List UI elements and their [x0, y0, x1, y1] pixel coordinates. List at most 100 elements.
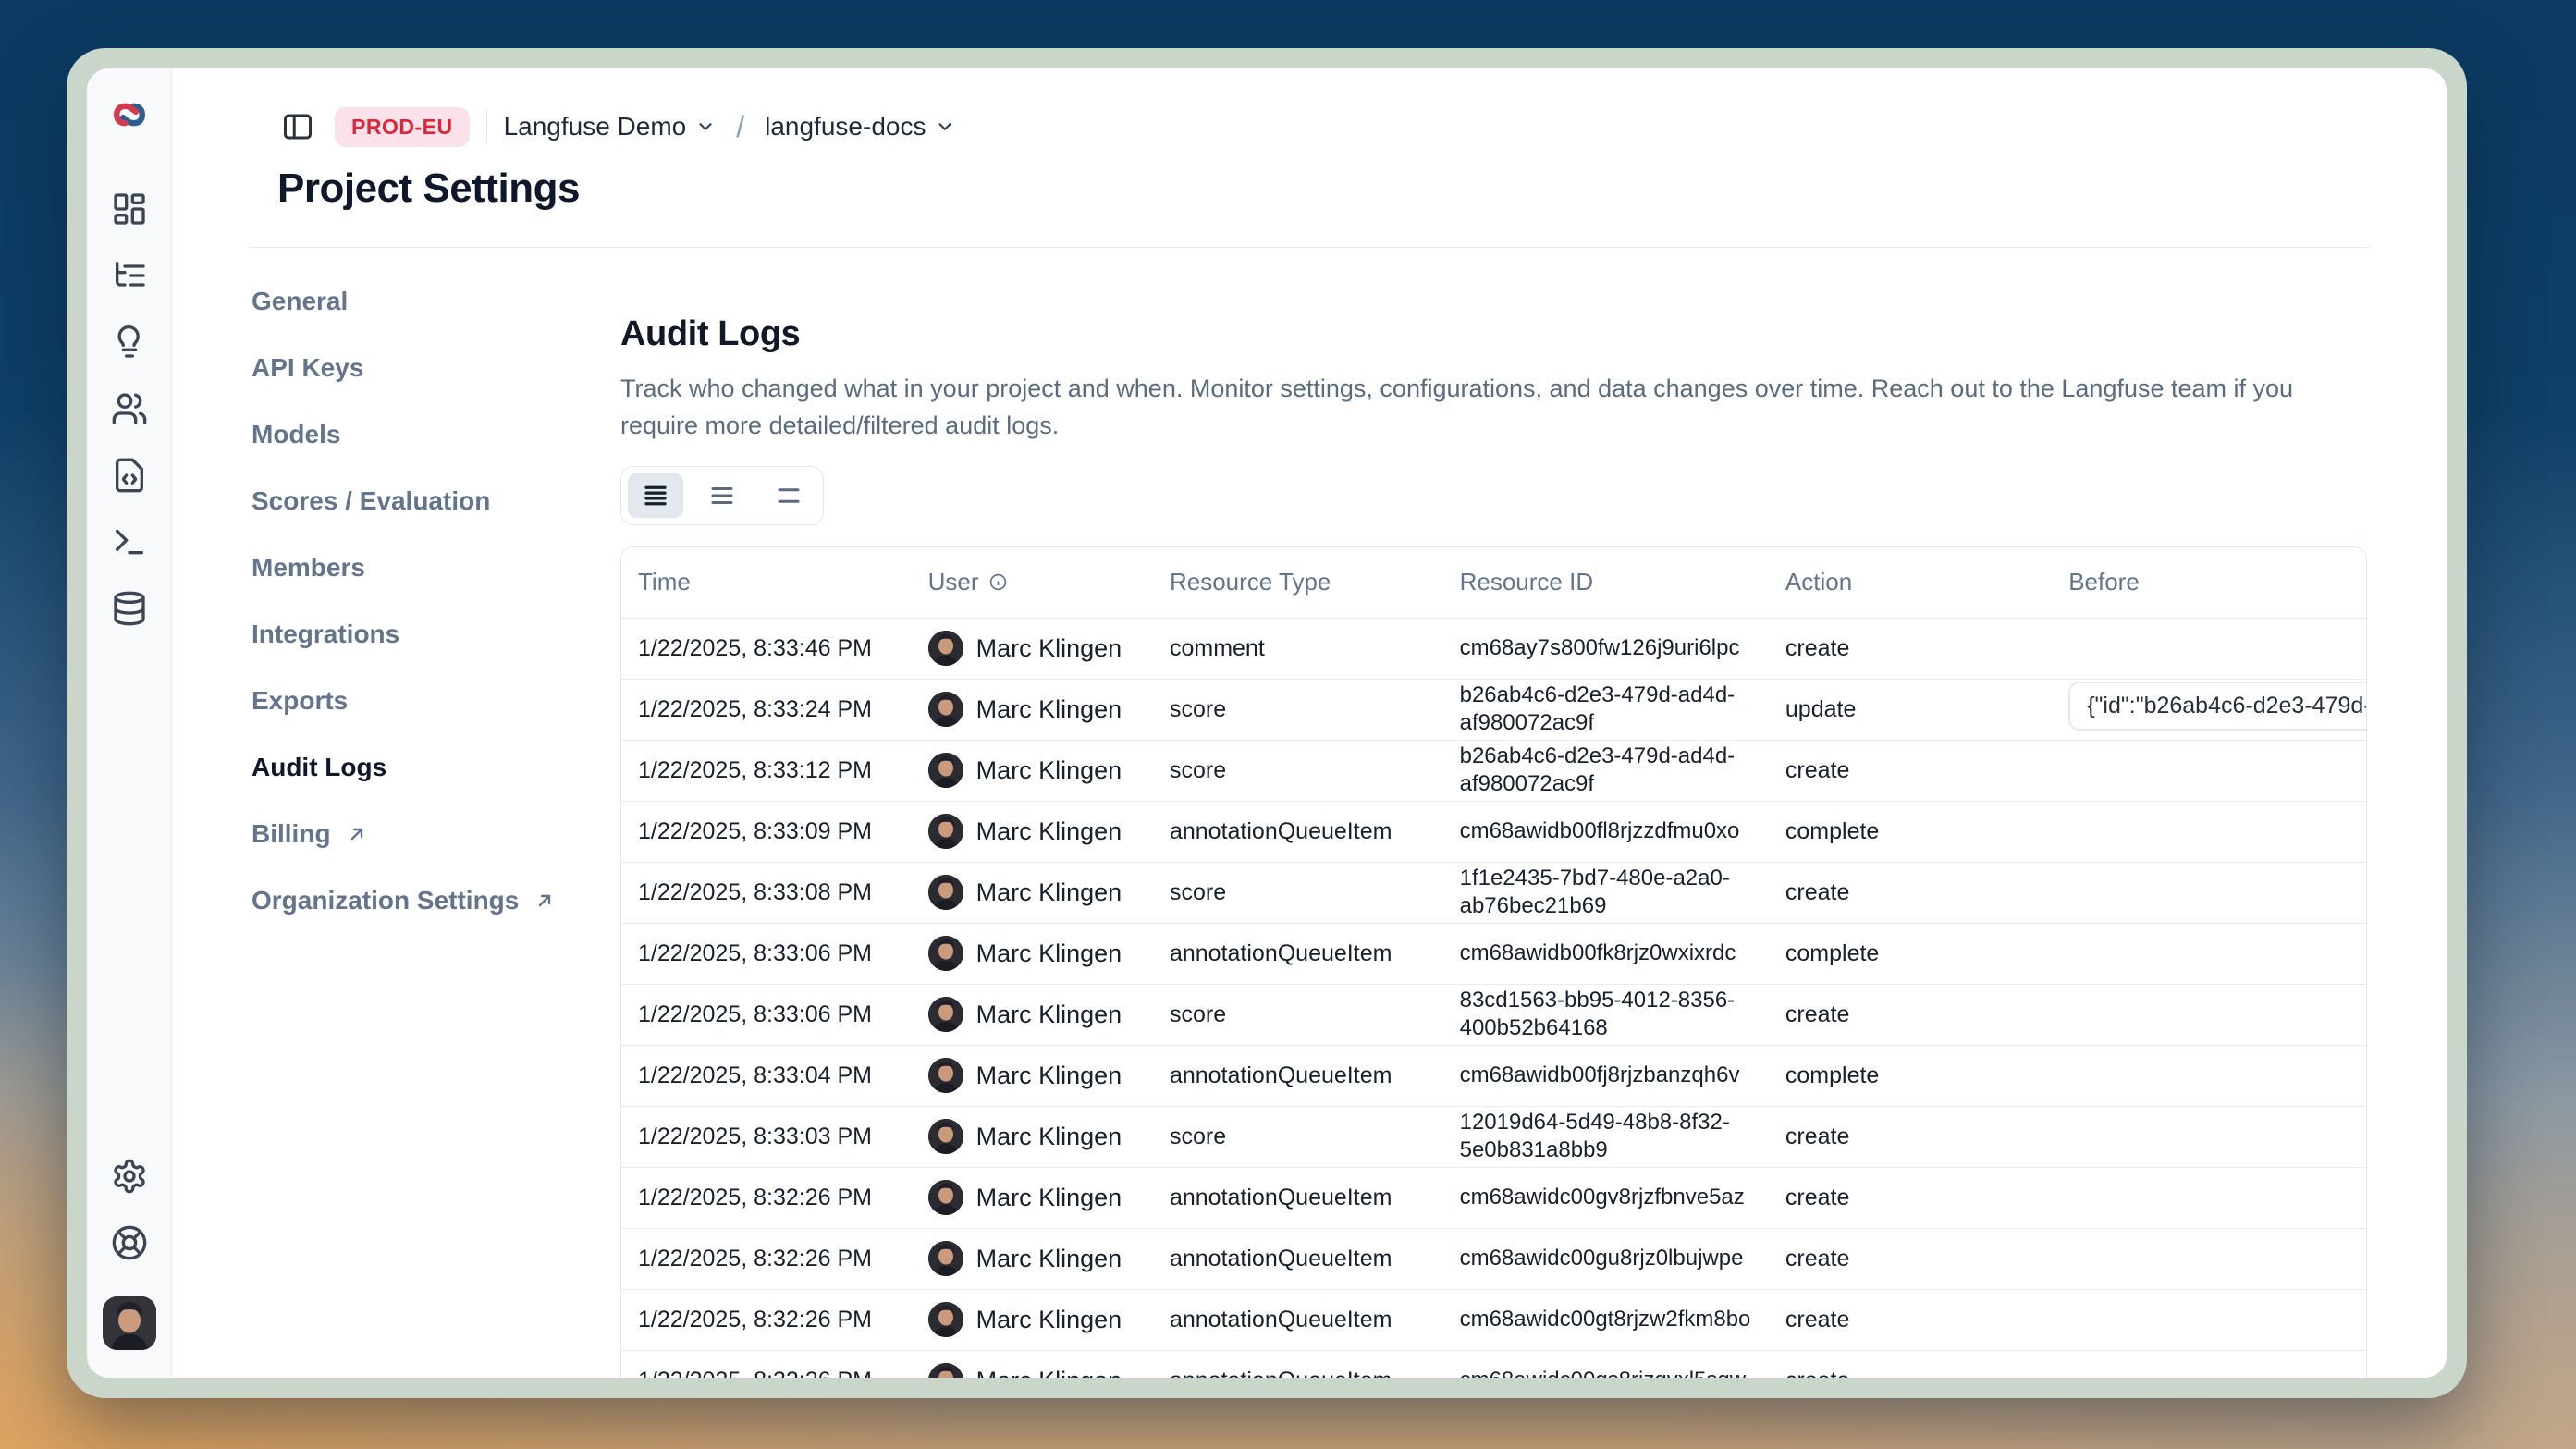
before-json-chip[interactable]: {"id":"b26ab4c6-d2e3-479d-a — [2068, 682, 2366, 731]
sidebar-rail-item-tracing[interactable] — [104, 250, 155, 301]
user-name: Marc Klingen — [975, 1122, 1122, 1150]
table-row[interactable]: 1/22/2025, 8:33:06 PM Marc Klingen annotat… — [621, 923, 2366, 985]
sidebar-item-label: Exports — [251, 686, 349, 715]
cell-user: Marc Klingen — [911, 679, 1153, 741]
table-row[interactable]: 1/22/2025, 8:32:26 PM Marc Klingen annotat… — [621, 1228, 2366, 1290]
sidebar-item-members[interactable]: Members — [251, 553, 620, 583]
sidebar-rail-item-support[interactable] — [104, 1217, 155, 1269]
cell-resource-type: annotationQueueItem — [1152, 923, 1443, 985]
sidebar-rail-item-playground[interactable] — [104, 516, 155, 568]
cell-user: Marc Klingen — [911, 1045, 1153, 1107]
cell-action: create — [1768, 1167, 2053, 1229]
cell-action: complete — [1768, 1045, 2053, 1107]
cell-user: Marc Klingen — [911, 1106, 1153, 1168]
sidebar-item-label: Models — [251, 420, 341, 448]
table-row[interactable]: 1/22/2025, 8:33:09 PM Marc Klingen annotat… — [621, 801, 2366, 863]
cell-time: 1/22/2025, 8:33:06 PM — [621, 984, 912, 1046]
user-name: Marc Klingen — [975, 939, 1122, 967]
column-header-before: Before — [2052, 547, 2366, 619]
avatar — [927, 814, 963, 849]
external-link-arrow-icon — [539, 894, 551, 907]
sidebar-rail-item-prompts[interactable] — [104, 316, 155, 368]
sidebar-item-integrations[interactable]: Integrations — [251, 620, 620, 649]
cell-user: Marc Klingen — [911, 923, 1153, 985]
table-row[interactable]: 1/22/2025, 8:33:08 PM Marc Klingen score 1f… — [621, 862, 2366, 924]
org-switcher[interactable]: Langfuse Demo — [504, 112, 717, 141]
row-height-medium-button[interactable] — [694, 473, 750, 518]
settings-content: General API Keys Models Scores / Evaluation… — [172, 248, 2447, 1378]
sidebar-item-exports[interactable]: Exports — [251, 686, 620, 716]
sidebar-item-api-keys[interactable]: API Keys — [251, 353, 620, 383]
avatar — [927, 1241, 963, 1276]
avatar — [927, 1363, 963, 1378]
environment-badge: PROD-EU — [335, 106, 470, 147]
cell-action: create — [1768, 740, 2053, 802]
settings-nav-list: General API Keys Models Scores / Evaluation… — [251, 287, 620, 915]
info-icon[interactable] — [988, 572, 1008, 592]
cell-resource-id: cm68awidc00gu8rjz0lbujwpe — [1442, 1228, 1769, 1290]
table-row[interactable]: 1/22/2025, 8:32:26 PM Marc Klingen annotat… — [621, 1167, 2366, 1229]
header-divider — [250, 247, 2369, 248]
table-row[interactable]: 1/22/2025, 8:33:04 PM Marc Klingen annotat… — [621, 1045, 2366, 1107]
cell-action: create — [1768, 618, 2053, 680]
breadcrumb-slash: / — [736, 109, 745, 143]
settings-gear-icon — [113, 1159, 145, 1194]
avatar — [927, 1058, 963, 1093]
table-row[interactable]: 1/22/2025, 8:33:06 PM Marc Klingen score 83… — [621, 984, 2366, 1046]
sidebar-item-label: Integrations — [251, 620, 400, 648]
row-height-large-button[interactable] — [761, 473, 816, 518]
langfuse-app: PROD-EU Langfuse Demo / langfuse-docs Pr… — [87, 68, 2447, 1378]
cell-time: 1/22/2025, 8:33:04 PM — [621, 1045, 912, 1107]
cell-resource-id: cm68awidc00gt8rjzw2fkm8bo — [1442, 1289, 1769, 1351]
sidebar-item-label: Billing — [251, 819, 331, 848]
row-height-small-button[interactable] — [628, 473, 683, 518]
sidebar-rail-item-datasets[interactable] — [104, 449, 155, 501]
sidebar-item-label: Scores / Evaluation — [251, 486, 491, 515]
column-header-resource-id: Resource ID — [1442, 547, 1769, 619]
cell-resource-type: annotationQueueItem — [1152, 1289, 1443, 1351]
cell-resource-type: score — [1152, 984, 1443, 1046]
rows-sparse-icon — [778, 488, 800, 503]
project-switcher[interactable]: langfuse-docs — [765, 112, 955, 141]
sidebar-item-audit-logs[interactable]: Audit Logs — [251, 753, 620, 782]
cell-resource-id: cm68ay7s800fw126j9uri6lpc — [1442, 618, 1769, 680]
cell-before — [2052, 1228, 2366, 1290]
support-lifebuoy-icon — [112, 1225, 146, 1260]
panel-left-icon — [284, 114, 312, 140]
cell-resource-id: b26ab4c6-d2e3-479d-ad4d-af980072ac9f — [1442, 679, 1769, 741]
user-avatar[interactable] — [102, 1296, 156, 1350]
sidebar-item-organization-settings[interactable]: Organization Settings — [251, 886, 620, 915]
cell-before: {"id":"b26ab4c6-d2e3-479d-a — [2052, 679, 2366, 741]
table-row[interactable]: 1/22/2025, 8:33:46 PM Marc Klingen comment… — [621, 618, 2366, 680]
project-name: langfuse-docs — [765, 112, 926, 141]
sidebar-rail-item-dashboard[interactable] — [104, 183, 155, 235]
table-row[interactable]: 1/22/2025, 8:32:26 PM Marc Klingen annotat… — [621, 1289, 2366, 1351]
table-row[interactable]: 1/22/2025, 8:33:12 PM Marc Klingen score b2… — [621, 740, 2366, 802]
user-name: Marc Klingen — [975, 1061, 1122, 1089]
table-row[interactable]: 1/22/2025, 8:33:24 PM Marc Klingen score b2… — [621, 679, 2366, 741]
table-row[interactable]: 1/22/2025, 8:32:26 PM Marc Klingen annotat… — [621, 1350, 2366, 1378]
langfuse-logo-icon[interactable] — [109, 94, 150, 135]
chevron-down-icon — [699, 123, 712, 130]
sidebar-item-models[interactable]: Models — [251, 420, 620, 449]
cell-resource-type: annotationQueueItem — [1152, 801, 1443, 863]
user-name: Marc Klingen — [975, 694, 1122, 723]
tracing-tree-icon — [115, 262, 145, 287]
cell-user: Marc Klingen — [911, 1228, 1153, 1290]
sidebar-rail-item-settings[interactable] — [104, 1150, 155, 1202]
sidebar-item-scores-evaluation[interactable]: Scores / Evaluation — [251, 486, 620, 516]
sidebar-item-general[interactable]: General — [251, 287, 620, 316]
cell-time: 1/22/2025, 8:32:26 PM — [621, 1350, 912, 1378]
playground-terminal-icon — [115, 529, 143, 555]
row-height-toggle — [620, 466, 824, 525]
sidebar-rail-item-database[interactable] — [104, 583, 155, 634]
table-row[interactable]: 1/22/2025, 8:33:03 PM Marc Klingen score 12… — [621, 1106, 2366, 1168]
sidebar-toggle-button[interactable] — [277, 106, 318, 147]
avatar — [927, 753, 963, 788]
user-name: Marc Klingen — [976, 1367, 1122, 1378]
user-name: Marc Klingen — [975, 817, 1122, 845]
cell-action: update — [1768, 679, 2053, 741]
sidebar-item-billing[interactable]: Billing — [251, 819, 620, 849]
cell-resource-id: cm68awidc00gv8rjzfbnve5az — [1442, 1167, 1769, 1229]
sidebar-rail-item-users[interactable] — [104, 383, 155, 435]
